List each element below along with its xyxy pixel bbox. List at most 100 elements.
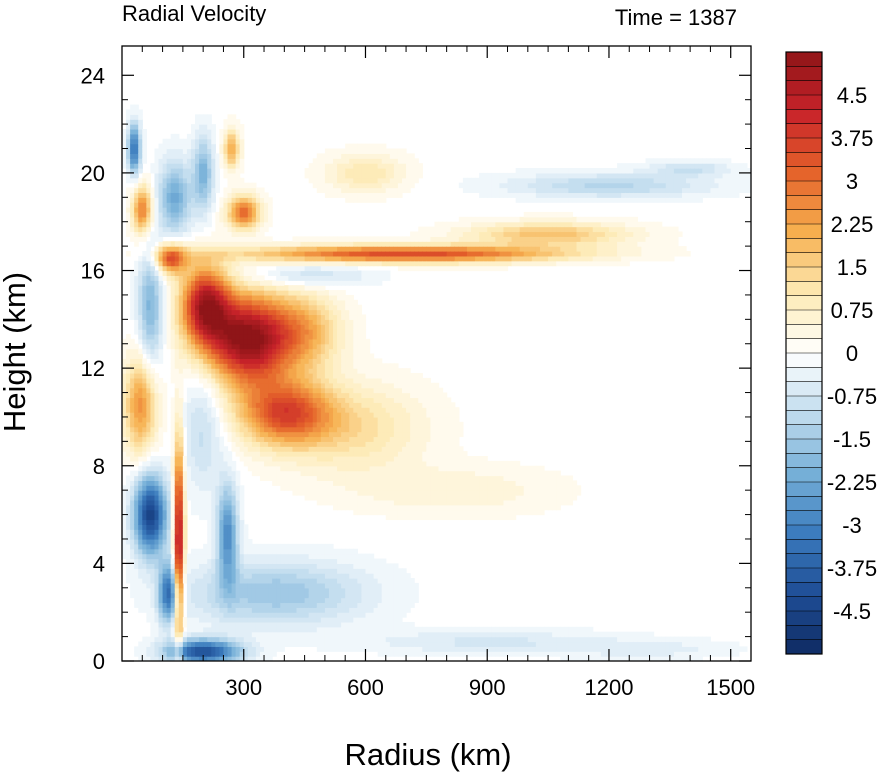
field-cell xyxy=(211,133,216,140)
field-cell xyxy=(166,524,172,530)
field-cell xyxy=(316,241,322,247)
field-cell xyxy=(280,480,285,486)
field-cell xyxy=(219,538,225,545)
field-cell xyxy=(316,373,322,379)
field-cell xyxy=(316,636,322,643)
field-cell xyxy=(243,548,249,555)
field-cell xyxy=(142,553,147,560)
field-cell xyxy=(324,426,330,433)
field-cell xyxy=(207,309,212,316)
field-cell xyxy=(170,602,176,608)
field-cell xyxy=(235,246,241,252)
field-cell xyxy=(219,504,225,511)
field-cell xyxy=(272,343,277,350)
field-cell xyxy=(324,499,330,506)
field-cell xyxy=(211,241,216,247)
field-cell xyxy=(166,456,172,462)
field-cell xyxy=(211,446,216,452)
field-cell xyxy=(150,416,156,423)
field-cell xyxy=(255,343,261,350)
field-cell xyxy=(239,509,245,516)
field-cell xyxy=(320,416,326,423)
field-cell xyxy=(227,202,233,208)
field-cell xyxy=(264,412,269,418)
field-cell xyxy=(247,216,253,223)
field-cell xyxy=(162,499,168,506)
field-cell xyxy=(276,441,281,447)
field-cell xyxy=(272,543,277,550)
field-cell xyxy=(296,617,302,623)
field-cell xyxy=(272,329,277,335)
field-cell xyxy=(255,421,261,428)
field-cell xyxy=(211,163,216,169)
field-cell xyxy=(158,377,164,384)
field-cell xyxy=(320,265,326,272)
field-cell xyxy=(199,612,204,618)
field-cell xyxy=(316,285,322,291)
field-cell xyxy=(308,343,314,350)
field-cell xyxy=(296,626,302,633)
field-cell xyxy=(158,182,164,189)
field-cell xyxy=(207,138,212,145)
field-cell xyxy=(146,348,152,355)
field-cell xyxy=(320,163,326,169)
field-cell xyxy=(134,163,139,169)
field-cell xyxy=(235,392,241,399)
field-cell xyxy=(195,416,200,423)
field-cell xyxy=(268,251,273,257)
field-cell xyxy=(345,387,350,394)
field-cell xyxy=(268,431,273,438)
field-cell xyxy=(284,324,289,330)
field-cell xyxy=(154,285,160,291)
field-cell xyxy=(247,421,253,428)
field-cell xyxy=(255,382,261,389)
field-cell xyxy=(300,319,306,325)
field-cell xyxy=(211,499,216,506)
field-cell xyxy=(243,407,249,413)
field-cell xyxy=(255,290,261,296)
field-cell xyxy=(219,153,225,159)
field-cell xyxy=(186,436,192,442)
field-cell xyxy=(308,246,314,252)
field-cell xyxy=(174,475,180,481)
field-cell xyxy=(207,460,212,467)
field-cell xyxy=(239,446,245,452)
field-cell xyxy=(328,641,334,647)
field-cell xyxy=(126,480,131,486)
field-cell xyxy=(162,563,168,569)
field-cell xyxy=(316,470,322,477)
field-cell xyxy=(333,397,338,403)
field-cell xyxy=(203,172,208,179)
field-cell xyxy=(190,197,196,203)
field-cell xyxy=(259,280,265,286)
field-cell xyxy=(284,377,289,384)
field-cell xyxy=(150,207,156,213)
field-cell xyxy=(207,133,212,140)
field-cell xyxy=(170,177,176,184)
field-cell xyxy=(203,255,208,262)
field-cell xyxy=(195,597,200,604)
field-cell xyxy=(199,387,204,394)
field-cell xyxy=(134,499,139,506)
field-cell xyxy=(324,617,330,623)
field-cell xyxy=(211,143,216,150)
field-cell xyxy=(207,602,212,608)
field-cell xyxy=(247,192,253,198)
field-cell xyxy=(223,216,229,223)
field-cell xyxy=(276,431,281,438)
field-cell xyxy=(203,558,208,564)
field-cell xyxy=(251,260,257,267)
field-cell xyxy=(264,397,269,403)
field-cell xyxy=(288,587,294,594)
field-cell xyxy=(345,255,350,262)
field-cell xyxy=(223,558,229,564)
field-cell xyxy=(276,426,281,433)
field-cell xyxy=(154,558,160,564)
field-cell xyxy=(243,597,249,604)
field-cell xyxy=(219,485,225,491)
field-cell xyxy=(308,275,314,281)
field-cell xyxy=(146,573,152,579)
field-cell xyxy=(316,646,322,652)
field-cell xyxy=(333,265,338,272)
field-cell xyxy=(174,255,180,262)
